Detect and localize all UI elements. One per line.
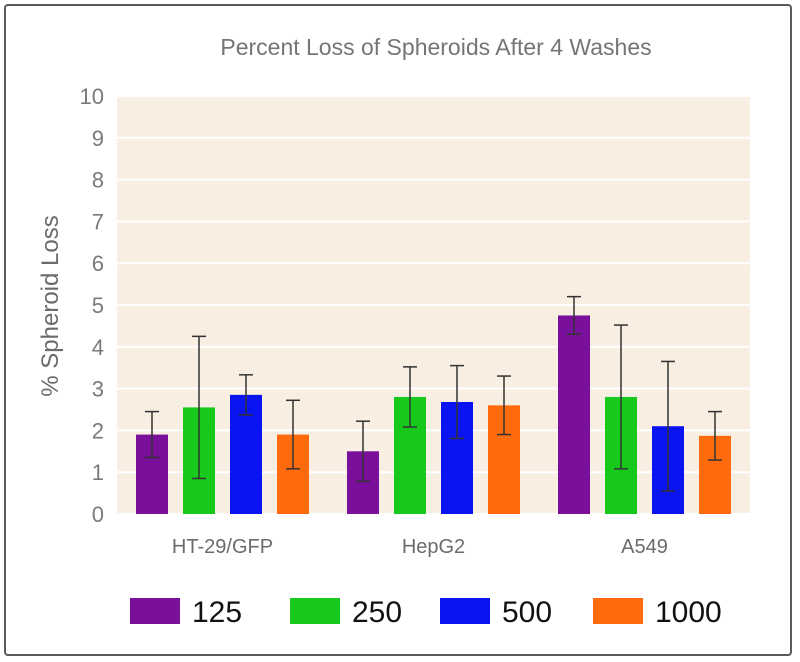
y-tick-label: 7 <box>92 209 104 234</box>
legend-swatch <box>593 598 643 624</box>
legend: 125 250 500 1000 <box>130 596 722 629</box>
error-bars <box>145 295 722 492</box>
error-bar <box>403 366 417 428</box>
y-tick-label: 5 <box>92 293 104 318</box>
legend-swatch <box>290 598 340 624</box>
legend-item-1000: 1000 <box>593 596 722 629</box>
y-tick-label: 10 <box>80 84 104 109</box>
y-axis-ticks: 0 1 2 3 4 5 6 7 8 9 10 <box>80 84 104 527</box>
x-axis-categories: HT-29/GFP HepG2 A549 <box>172 536 668 558</box>
legend-label: 125 <box>192 596 242 629</box>
error-bar <box>567 295 581 336</box>
error-bar <box>239 374 253 416</box>
error-bar <box>708 410 722 461</box>
error-bar <box>356 420 370 483</box>
legend-swatch <box>130 598 180 624</box>
y-tick-label: 3 <box>92 377 104 402</box>
legend-label: 250 <box>352 596 402 629</box>
x-category-label: HT-29/GFP <box>172 536 273 558</box>
x-category-label: A549 <box>621 536 668 558</box>
x-category-label: HepG2 <box>402 536 465 558</box>
y-tick-label: 1 <box>92 460 104 485</box>
y-tick-label: 2 <box>92 418 104 443</box>
chart-title: Percent Loss of Spheroids After 4 Washes <box>220 34 651 60</box>
y-tick-label: 0 <box>92 502 104 527</box>
y-tick-label: 9 <box>92 126 104 151</box>
error-bar <box>614 324 628 470</box>
legend-label: 500 <box>502 596 552 629</box>
bar-125-A549 <box>558 315 590 514</box>
legend-label: 1000 <box>655 596 722 629</box>
gridlines <box>117 95 750 515</box>
legend-swatch <box>440 598 490 624</box>
y-tick-label: 4 <box>92 335 104 360</box>
error-bar <box>661 360 675 492</box>
y-tick-label: 8 <box>92 168 104 193</box>
error-bar <box>497 375 511 436</box>
y-axis-label: % Spheroid Loss <box>37 215 64 396</box>
error-bar <box>192 335 206 480</box>
legend-item-125: 125 <box>130 596 242 629</box>
error-bar <box>450 364 464 440</box>
y-tick-label: 6 <box>92 251 104 276</box>
error-bar <box>286 399 300 470</box>
legend-item-500: 500 <box>440 596 552 629</box>
error-bar <box>145 410 159 459</box>
legend-item-250: 250 <box>290 596 402 629</box>
